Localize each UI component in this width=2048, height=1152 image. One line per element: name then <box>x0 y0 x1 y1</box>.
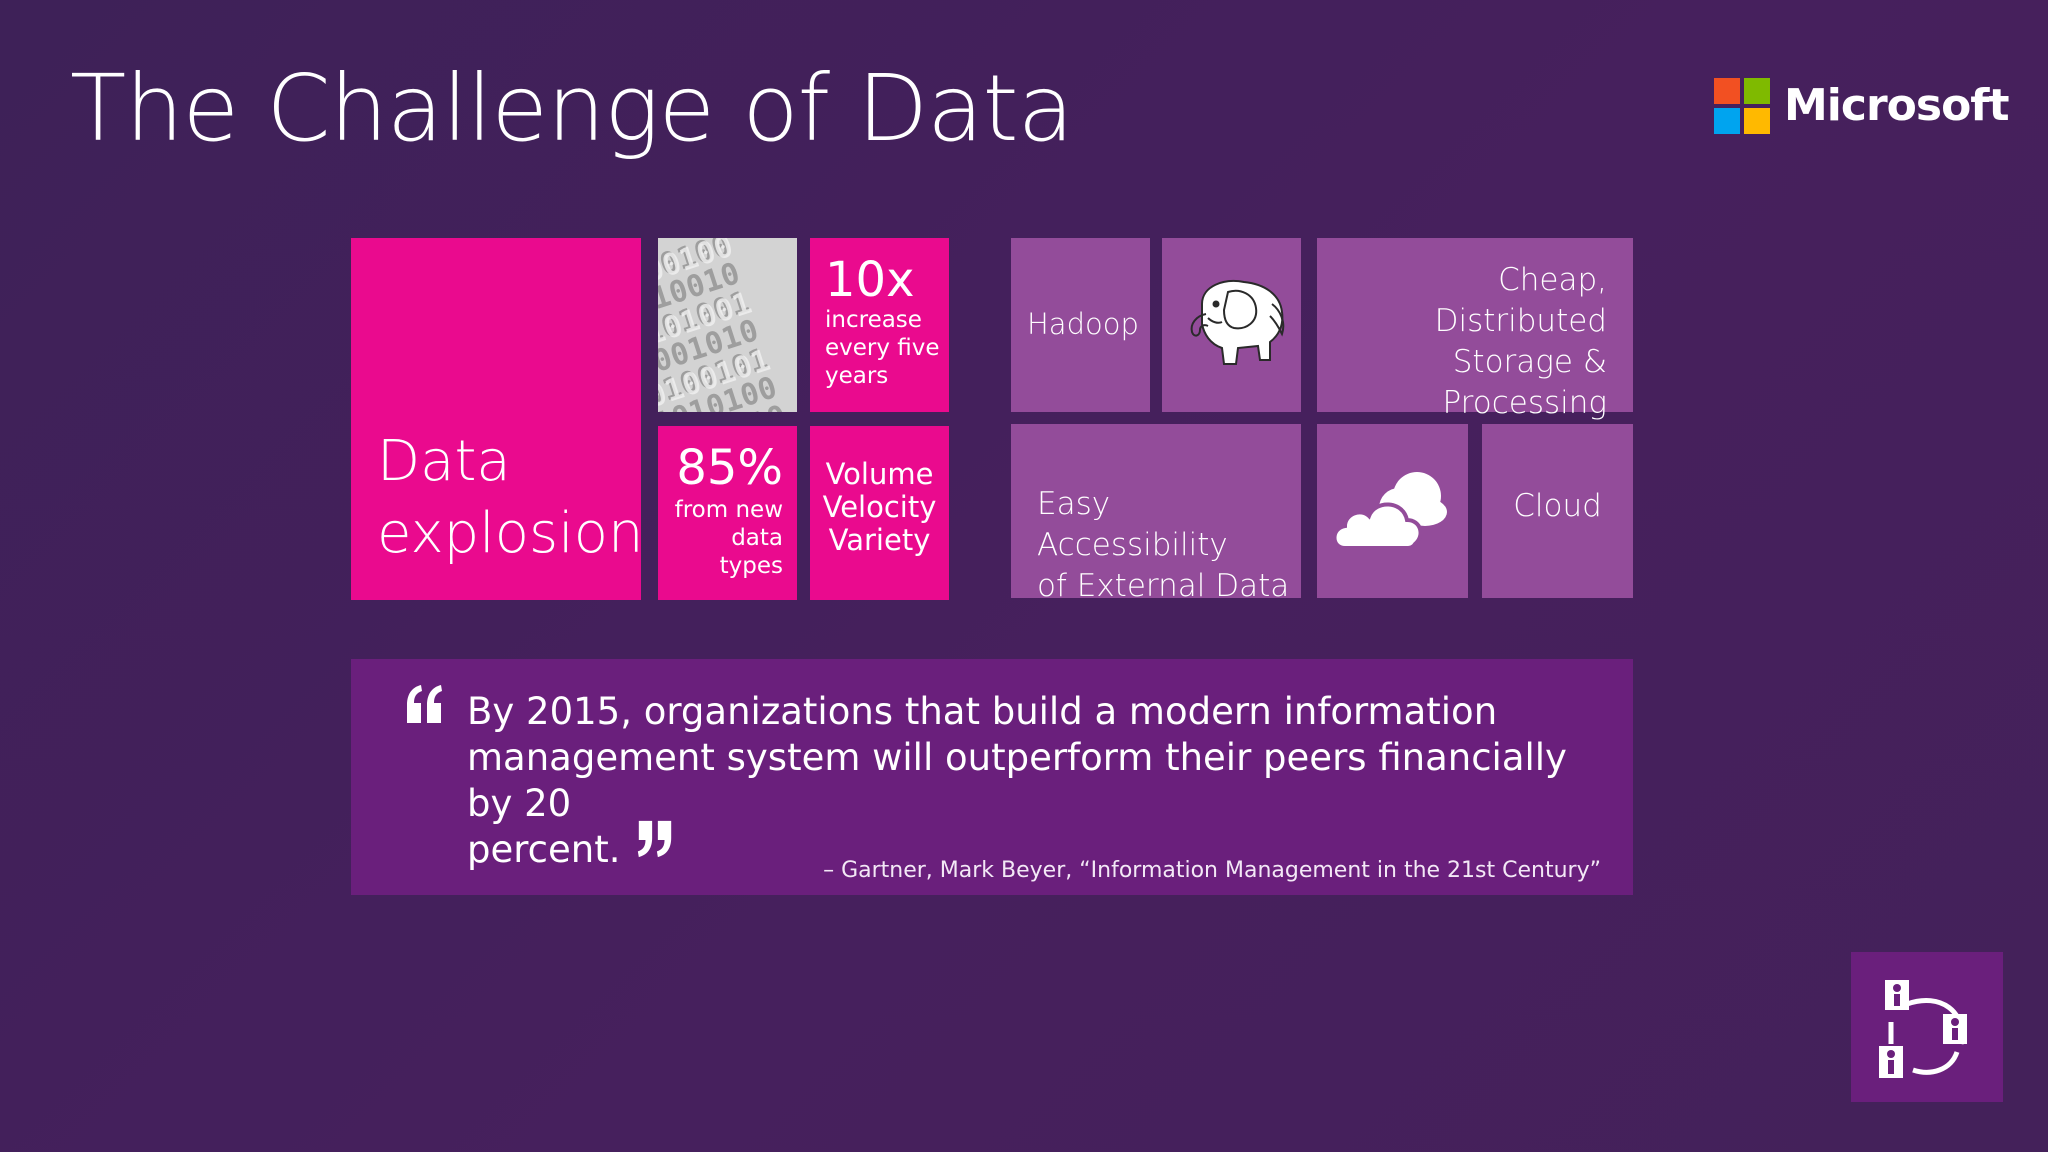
tile-three-vs: Volume Velocity Variety <box>810 426 949 600</box>
quote-line3: percent. <box>467 828 621 871</box>
tile-cloud: Cloud <box>1482 424 1633 598</box>
people-network-icon <box>1879 980 1967 1078</box>
tile-cheap-line1: Cheap, Distributed <box>1434 262 1607 339</box>
people-network-tile <box>1851 952 2003 1102</box>
tile-hadoop: Hadoop <box>1011 238 1150 412</box>
tile-85-value: 85% <box>676 440 783 496</box>
close-quote-icon <box>638 820 672 858</box>
open-quote-icon <box>407 685 442 723</box>
slide-title: The Challenge of Data <box>70 55 1074 162</box>
tile-85-percent: 85% from new data types <box>658 426 797 600</box>
quote-line1: By 2015, organizations that build a mode… <box>467 690 1498 733</box>
tile-10x-line1: increase <box>825 307 922 333</box>
tile-85-line3: types <box>719 553 783 579</box>
tile-85-line2: data <box>731 525 783 551</box>
tile-cheap-storage: Cheap, Distributed Storage & Processing <box>1317 238 1633 421</box>
tile-cheap-line3: Processing <box>1442 385 1607 421</box>
quote-line2: management system will outperform their … <box>467 736 1567 825</box>
tile-cloud-label: Cloud <box>1513 488 1602 524</box>
tile-vvv-line1: Volume <box>825 457 934 491</box>
tile-vvv-line2: Velocity <box>822 490 937 524</box>
tile-easy-accessibility: Easy Accessibility of External Data <box>1011 424 1301 604</box>
binary-digits-image: 0100100 1010010 0101001 1001010 0100101 … <box>658 238 797 412</box>
cloud-icon <box>1332 472 1447 550</box>
tile-10x-growth: 10x increase every five years <box>810 238 949 412</box>
quote-box: By 2015, organizations that build a mode… <box>351 659 1633 895</box>
microsoft-logo-icon <box>1714 78 1770 134</box>
tile-hadoop-label: Hadoop <box>1027 307 1139 341</box>
tile-cheap-line2: Storage & <box>1452 344 1607 380</box>
tile-10x-line3: years <box>825 363 889 389</box>
quote-text: By 2015, organizations that build a mode… <box>467 689 1607 873</box>
tile-data-explosion-line2: explosion <box>377 501 644 566</box>
tile-cloud-icon <box>1317 424 1468 598</box>
quote-attribution: – Gartner, Mark Beyer, “Information Mana… <box>823 858 1601 883</box>
tile-vvv-line3: Variety <box>828 523 931 557</box>
tile-85-line1: from new <box>674 497 783 523</box>
tile-data-explosion: Data explosion <box>351 238 644 600</box>
tile-data-explosion-line1: Data <box>377 429 511 494</box>
tile-10x-value: 10x <box>825 252 915 308</box>
tile-10x-line2: every five <box>825 335 940 361</box>
tile-easy-line2: of External Data <box>1037 568 1290 604</box>
hadoop-elephant-icon <box>1190 280 1285 365</box>
tile-easy-line1: Easy Accessibility <box>1037 486 1228 563</box>
microsoft-wordmark: Microsoft <box>1784 80 2009 131</box>
tile-hadoop-elephant <box>1162 238 1301 412</box>
